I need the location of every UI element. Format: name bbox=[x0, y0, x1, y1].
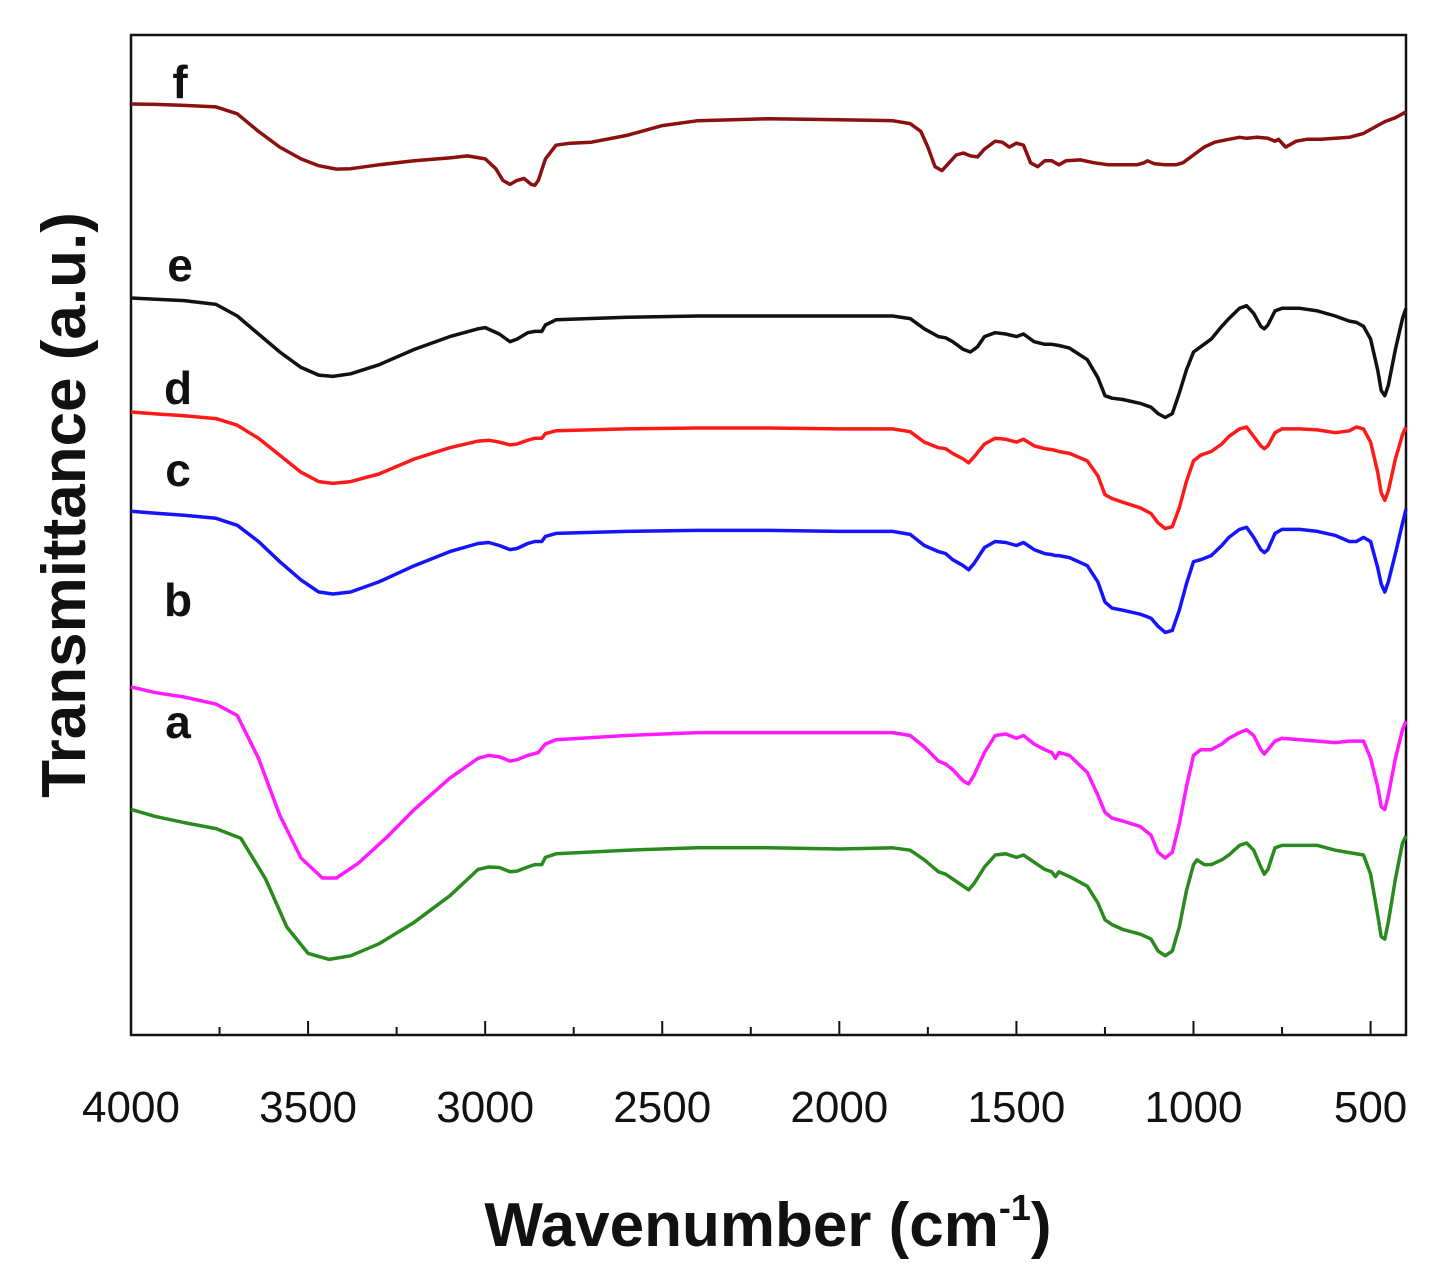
curve-label-c: c bbox=[165, 444, 191, 496]
spectra-series bbox=[130, 102, 1408, 962]
x-tick-label-500: 500 bbox=[1334, 1083, 1407, 1132]
x-tick-label-4000: 4000 bbox=[82, 1083, 180, 1132]
x-tick-label-1500: 1500 bbox=[967, 1083, 1065, 1132]
series-line-b bbox=[130, 685, 1408, 880]
x-tick-label-1000: 1000 bbox=[1145, 1083, 1243, 1132]
x-axis-title: Wavenumber (cm-1) bbox=[484, 1187, 1051, 1260]
curve-label-b: b bbox=[164, 574, 192, 626]
plot-frame bbox=[129, 33, 1408, 1037]
curve-label-f: f bbox=[172, 56, 188, 108]
x-axis-tick-labels: 4000 3500 3000 2500 2000 1500 1000 500 bbox=[82, 1083, 1407, 1132]
series-line-d bbox=[130, 410, 1408, 531]
series-line-f bbox=[130, 102, 1407, 188]
x-axis-title-superscript: -1 bbox=[999, 1187, 1031, 1228]
curve-label-d: d bbox=[164, 362, 192, 414]
series-line-a bbox=[130, 807, 1408, 962]
x-tick-label-2000: 2000 bbox=[790, 1083, 888, 1132]
x-axis-title-close: ) bbox=[1031, 1191, 1052, 1260]
series-line-e bbox=[130, 296, 1408, 420]
y-axis-title: Transmittance (a.u.) bbox=[30, 212, 99, 798]
x-tick-label-3000: 3000 bbox=[436, 1083, 534, 1132]
x-axis-title-main: Wavenumber (cm bbox=[484, 1191, 999, 1260]
curve-label-a: a bbox=[165, 696, 191, 748]
x-tick-label-3500: 3500 bbox=[259, 1083, 357, 1132]
curve-labels: a b cd e f bbox=[164, 56, 193, 748]
series-line-c bbox=[130, 508, 1408, 635]
x-tick-label-2500: 2500 bbox=[613, 1083, 711, 1132]
curve-label-e: e bbox=[167, 239, 193, 291]
x-axis-ticks bbox=[130, 1021, 1372, 1035]
